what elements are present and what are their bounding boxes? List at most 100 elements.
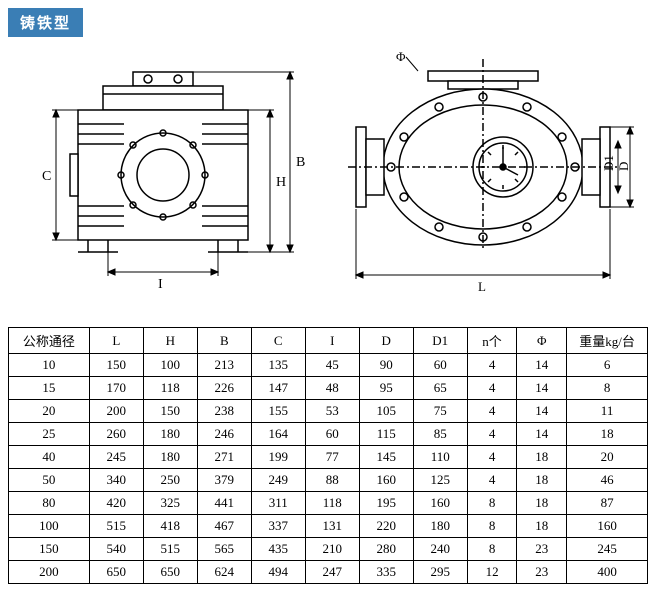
table-row: 503402503792498816012541846	[9, 469, 648, 492]
table-cell: 226	[197, 377, 251, 400]
col-header: 公称通径	[9, 328, 90, 354]
table-cell: 245	[89, 446, 143, 469]
table-cell: 65	[413, 377, 467, 400]
table-cell: 77	[305, 446, 359, 469]
table-cell: 4	[467, 400, 517, 423]
table-row: 2006506506244942473352951223400	[9, 561, 648, 584]
table-cell: 18	[517, 515, 567, 538]
table-cell: 170	[89, 377, 143, 400]
table-cell: 125	[413, 469, 467, 492]
table-cell: 18	[517, 492, 567, 515]
table-cell: 8	[467, 492, 517, 515]
table-cell: 110	[413, 446, 467, 469]
table-cell: 145	[359, 446, 413, 469]
table-cell: 180	[143, 446, 197, 469]
table-cell: 180	[413, 515, 467, 538]
table-cell: 337	[251, 515, 305, 538]
col-header: I	[305, 328, 359, 354]
table-cell: 6	[567, 354, 648, 377]
table-cell: 4	[467, 446, 517, 469]
col-header: n个	[467, 328, 517, 354]
table-cell: 238	[197, 400, 251, 423]
table-cell: 441	[197, 492, 251, 515]
table-cell: 494	[251, 561, 305, 584]
table-cell: 4	[467, 423, 517, 446]
table-cell: 245	[567, 538, 648, 561]
table-cell: 10	[9, 354, 90, 377]
dim-label-i: I	[158, 277, 163, 292]
dim-label-d1: D1	[601, 155, 616, 171]
col-header: C	[251, 328, 305, 354]
table-cell: 14	[517, 400, 567, 423]
table-cell: 18	[517, 446, 567, 469]
table-cell: 8	[467, 538, 517, 561]
table-cell: 150	[143, 400, 197, 423]
col-header: 重量kg/台	[567, 328, 648, 354]
table-cell: 100	[9, 515, 90, 538]
table-row: 8042032544131111819516081887	[9, 492, 648, 515]
table-cell: 515	[143, 538, 197, 561]
table-cell: 135	[251, 354, 305, 377]
table-cell: 240	[413, 538, 467, 561]
table-cell: 18	[517, 469, 567, 492]
drawing-side-view: Φ D1 D L	[328, 49, 638, 309]
table-cell: 80	[9, 492, 90, 515]
table-cell: 18	[567, 423, 648, 446]
table-cell: 220	[359, 515, 413, 538]
table-cell: 280	[359, 538, 413, 561]
table-cell: 87	[567, 492, 648, 515]
table-cell: 14	[517, 377, 567, 400]
table-cell: 88	[305, 469, 359, 492]
table-cell: 565	[197, 538, 251, 561]
table-cell: 147	[251, 377, 305, 400]
table-cell: 23	[517, 538, 567, 561]
table-cell: 247	[305, 561, 359, 584]
dim-label-b: B	[296, 155, 305, 170]
table-cell: 150	[9, 538, 90, 561]
table-cell: 4	[467, 377, 517, 400]
table-cell: 20	[567, 446, 648, 469]
table-cell: 335	[359, 561, 413, 584]
table-cell: 260	[89, 423, 143, 446]
table-cell: 246	[197, 423, 251, 446]
table-cell: 46	[567, 469, 648, 492]
table-cell: 11	[567, 400, 648, 423]
table-cell: 60	[413, 354, 467, 377]
dim-label-l: L	[478, 279, 486, 294]
table-cell: 105	[359, 400, 413, 423]
table-cell: 467	[197, 515, 251, 538]
table-cell: 435	[251, 538, 305, 561]
table-cell: 95	[359, 377, 413, 400]
table-cell: 50	[9, 469, 90, 492]
table-cell: 624	[197, 561, 251, 584]
table-cell: 12	[467, 561, 517, 584]
table-cell: 150	[89, 354, 143, 377]
table-cell: 85	[413, 423, 467, 446]
table-cell: 8	[567, 377, 648, 400]
table-cell: 249	[251, 469, 305, 492]
table-cell: 295	[413, 561, 467, 584]
table-cell: 325	[143, 492, 197, 515]
table-cell: 45	[305, 354, 359, 377]
table-cell: 90	[359, 354, 413, 377]
table-cell: 540	[89, 538, 143, 561]
table-cell: 160	[567, 515, 648, 538]
table-row: 151701182261474895654148	[9, 377, 648, 400]
table-cell: 200	[89, 400, 143, 423]
table-cell: 4	[467, 354, 517, 377]
table-cell: 8	[467, 515, 517, 538]
col-header: L	[89, 328, 143, 354]
table-row: 100515418467337131220180818160	[9, 515, 648, 538]
table-cell: 340	[89, 469, 143, 492]
table-row: 150540515565435210280240823245	[9, 538, 648, 561]
table-cell: 180	[143, 423, 197, 446]
table-cell: 60	[305, 423, 359, 446]
table-header-row: 公称通径LHBCIDD1n个Φ重量kg/台	[9, 328, 648, 354]
table-cell: 195	[359, 492, 413, 515]
table-cell: 400	[567, 561, 648, 584]
table-cell: 160	[413, 492, 467, 515]
col-header: D1	[413, 328, 467, 354]
col-header: H	[143, 328, 197, 354]
table-cell: 40	[9, 446, 90, 469]
table-row: 20200150238155531057541411	[9, 400, 648, 423]
